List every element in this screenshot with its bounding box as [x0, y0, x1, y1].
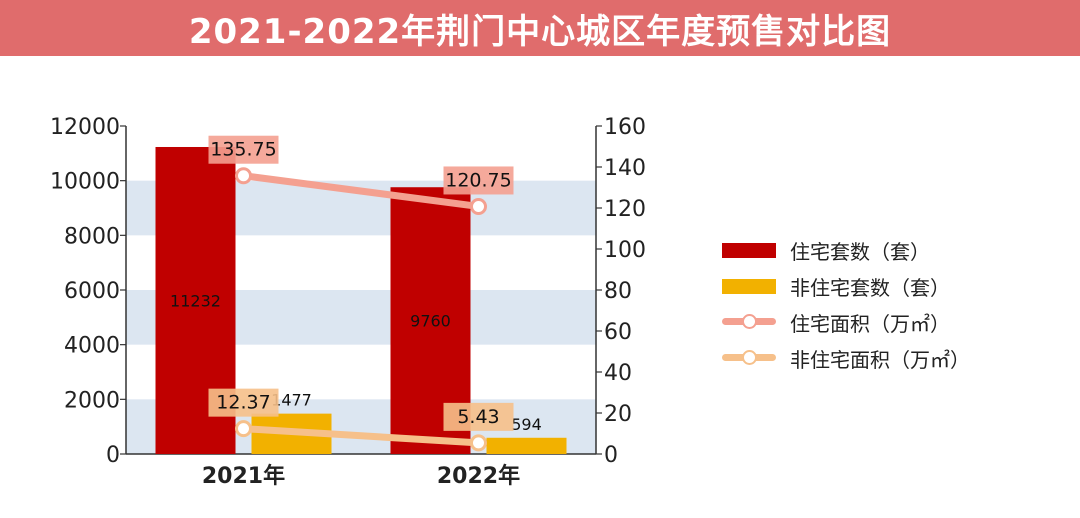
y-right-tick-label: 140: [604, 156, 646, 181]
bar-data-label: 1477: [271, 391, 312, 410]
line-data-label-box: [208, 135, 279, 164]
bar-data-label: 11232: [170, 291, 221, 310]
y-left-tick-label: 4000: [64, 334, 120, 359]
line-data-label-box: [208, 388, 279, 417]
line-marker: [235, 167, 252, 185]
legend-swatch-residential-units: [722, 242, 776, 258]
y-right-tick-label: 60: [604, 320, 632, 345]
line-data-label: 135.75: [210, 139, 276, 161]
line-marker: [470, 197, 487, 215]
bar-non-residential-units: [486, 437, 567, 454]
bar-data-label: 9760: [410, 312, 451, 331]
legend-swatch-residential-area: [722, 313, 776, 331]
x-tick-label: 2021年: [202, 463, 285, 489]
y-right-tick-label: 20: [604, 402, 632, 427]
y-left-tick-label: 8000: [64, 224, 120, 249]
y-right-tick-label: 160: [604, 115, 646, 140]
legend-label: 非住宅面积（万㎡）: [790, 347, 970, 372]
y-left-tick-label: 12000: [50, 115, 120, 140]
x-tick-label: 2022年: [437, 463, 520, 489]
line-data-label: 12.37: [216, 392, 270, 414]
line-data-label: 120.75: [445, 169, 511, 191]
y-left-tick-label: 6000: [64, 279, 120, 304]
legend-item-residential-area: 住宅面积（万㎡）: [722, 304, 970, 340]
line-marker: [235, 420, 252, 438]
legend-swatch-non-residential-area: [722, 349, 776, 367]
chart-title: 2021-2022年荆门中心城区年度预售对比图: [188, 11, 892, 52]
title-banner: 2021-2022年荆门中心城区年度预售对比图: [0, 0, 1080, 56]
legend-label: 住宅套数（套）: [790, 239, 930, 264]
line-data-label: 5.43: [457, 406, 499, 428]
y-right-tick-label: 40: [604, 361, 632, 386]
line-non-residential-area: [240, 425, 482, 447]
legend-item-non-residential-units: 非住宅套数（套）: [722, 268, 970, 304]
bar-data-label: 594: [511, 415, 542, 434]
line-data-label-box: [443, 402, 514, 431]
legend-item-residential-units: 住宅套数（套）: [722, 232, 970, 268]
y-left-tick-label: 2000: [64, 388, 120, 413]
y-right-tick-label: 100: [604, 238, 646, 263]
y-left-tick-label: 0: [106, 443, 120, 468]
y-right-tick-label: 80: [604, 279, 632, 304]
y-right-tick-label: 0: [604, 443, 618, 468]
legend-swatch-non-residential-units: [722, 278, 776, 294]
legend-item-non-residential-area: 非住宅面积（万㎡）: [722, 340, 970, 376]
y-right-tick-label: 120: [604, 197, 646, 222]
line-marker: [470, 434, 487, 452]
y-left-tick-label: 10000: [50, 170, 120, 195]
legend-label: 住宅面积（万㎡）: [790, 311, 950, 336]
legend: 住宅套数（套） 非住宅套数（套） 住宅面积（万㎡） 非住宅面积（万㎡）: [722, 232, 970, 376]
line-data-label-box: [443, 166, 514, 195]
legend-label: 非住宅套数（套）: [790, 275, 950, 300]
line-residential-area: [240, 172, 482, 210]
